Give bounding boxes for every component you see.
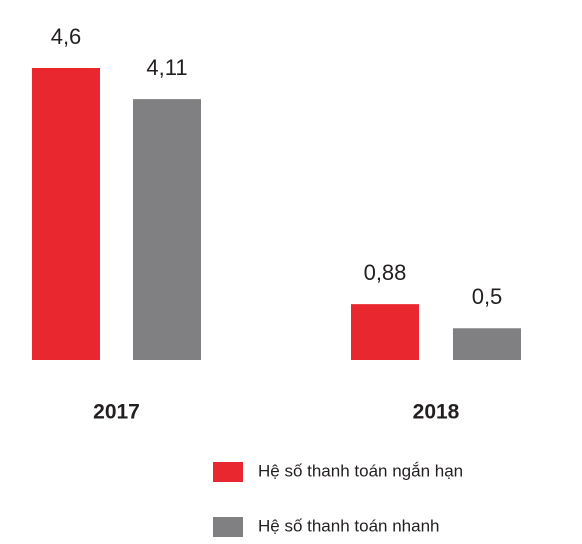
- bar: [32, 68, 100, 360]
- x-tick-label: 2018: [413, 401, 460, 424]
- bar: [453, 328, 521, 360]
- value-label: 4,11: [146, 55, 187, 80]
- value-label: 0,88: [364, 260, 407, 285]
- legend-label: Hệ số thanh toán ngắn hạn: [258, 461, 463, 480]
- legend-label: Hệ số thanh toán nhanh: [258, 516, 439, 535]
- x-tick-label: 2017: [93, 401, 140, 424]
- legend-swatch: [213, 462, 243, 482]
- value-label: 0,5: [472, 284, 503, 309]
- bar: [351, 304, 419, 360]
- bar: [133, 99, 201, 361]
- value-label: 4,6: [51, 24, 82, 49]
- legend-swatch: [213, 517, 243, 537]
